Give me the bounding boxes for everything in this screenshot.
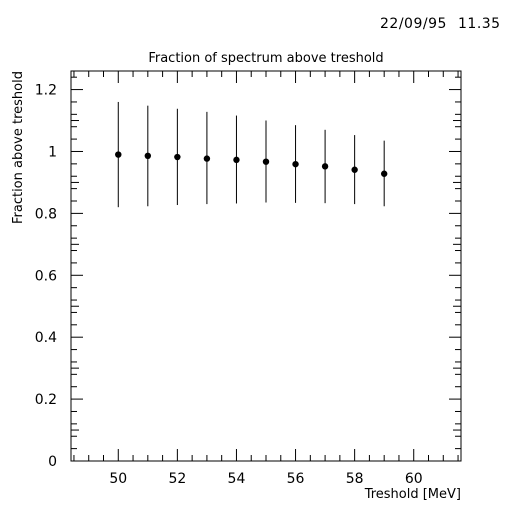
- x-tick-label: 54: [228, 471, 246, 487]
- data-point: [144, 152, 152, 160]
- chart-title: Fraction of spectrum above treshold: [148, 51, 383, 66]
- x-axis: 50 52 54 56 58 60: [73, 71, 459, 487]
- x-axis-label: Treshold [MeV]: [364, 487, 461, 502]
- y-tick-label: 0.4: [35, 330, 57, 346]
- data-point: [233, 156, 240, 164]
- y-tick-label: 0: [48, 454, 57, 470]
- y-tick-label: 0.2: [35, 392, 57, 408]
- x-tick-label: 56: [287, 471, 305, 487]
- y-axis: 0 0.2 0.4 0.6 0.8 1 1.2: [35, 76, 461, 470]
- data-point: [351, 166, 358, 173]
- data-point: [292, 160, 299, 168]
- y-axis-label: Fraction above treshold: [11, 71, 26, 224]
- date-stamp: 22/09/95: [380, 16, 447, 32]
- data-point: [203, 155, 211, 162]
- data-point: [380, 170, 388, 177]
- data-series: [115, 101, 388, 208]
- x-tick-label: 50: [109, 471, 127, 487]
- y-tick-label: 0.8: [35, 206, 57, 222]
- y-tick-label: 0.6: [35, 268, 57, 284]
- data-point: [174, 153, 181, 161]
- data-point: [262, 158, 270, 165]
- data-point: [321, 163, 329, 170]
- y-tick-label: 1.2: [35, 83, 57, 99]
- x-tick-label: 60: [405, 471, 423, 487]
- time-stamp: 11.35: [458, 16, 501, 32]
- x-tick-label: 58: [346, 471, 364, 487]
- x-tick-label: 52: [168, 471, 186, 487]
- data-point: [115, 151, 122, 158]
- y-tick-label: 1: [48, 144, 57, 160]
